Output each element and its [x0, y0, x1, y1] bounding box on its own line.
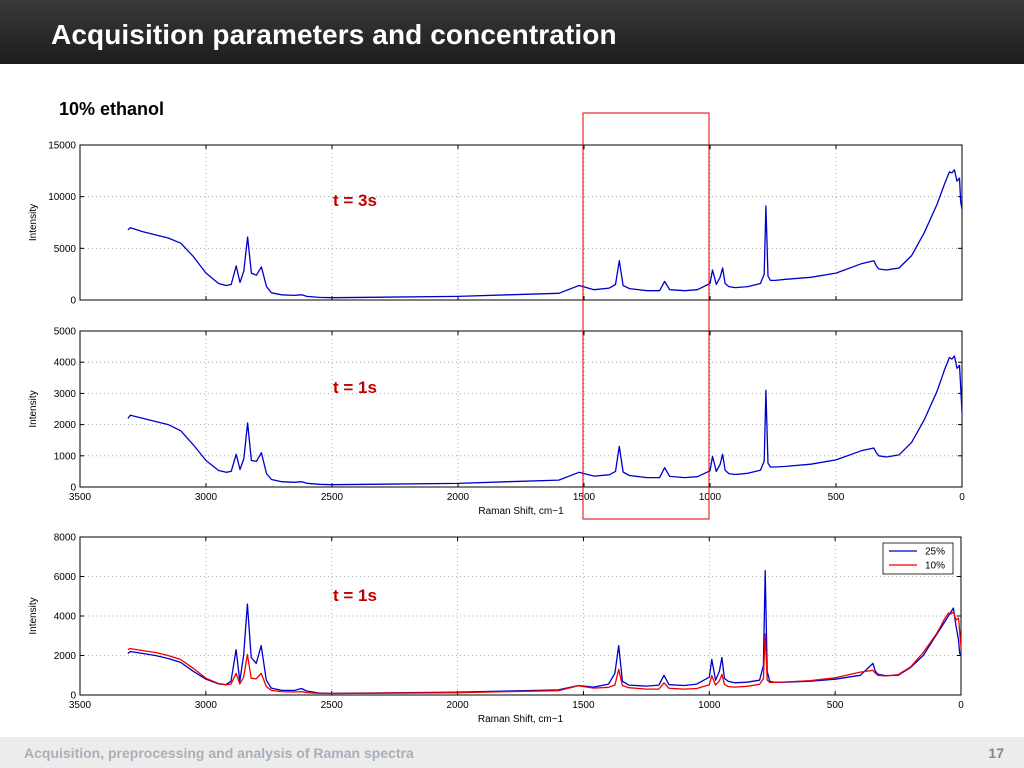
y-tick-label: 0 [70, 296, 76, 307]
y-axis-label: Intensity [28, 597, 39, 634]
series-line-25pct [127, 569, 962, 695]
annotation-label: t = 1s [333, 586, 377, 605]
annotation-label: t = 3s [333, 191, 377, 210]
y-tick-label: 0 [70, 483, 76, 494]
x-tick-label: 3000 [195, 492, 218, 503]
legend-box [882, 542, 954, 575]
slide-title: Acquisition parameters and concentration [51, 19, 617, 50]
y-tick-label: 0 [70, 691, 76, 702]
footer-text: Acquisition, preprocessing and analysis … [24, 745, 414, 761]
legend-label: 10% [925, 561, 945, 572]
y-tick-label: 3000 [54, 389, 77, 400]
y-tick-label: 4000 [54, 358, 77, 369]
annotation-label: t = 1s [333, 378, 377, 397]
slide-subtitle: 10% ethanol [59, 99, 165, 119]
series-line-0 [127, 169, 963, 299]
x-tick-label: 2000 [447, 492, 470, 503]
x-tick-label: 3500 [69, 492, 92, 503]
y-tick-label: 6000 [54, 572, 77, 583]
y-axis-label: Intensity [28, 390, 39, 427]
x-tick-label: 1000 [698, 700, 721, 711]
x-tick-label: 0 [959, 492, 965, 503]
y-tick-label: 4000 [54, 612, 77, 623]
x-tick-label: 500 [828, 492, 845, 503]
y-axis-label: Intensity [28, 204, 39, 241]
x-tick-label: 0 [958, 700, 964, 711]
series-line-10pct [127, 611, 962, 695]
plot-frame [79, 330, 963, 488]
y-tick-label: 5000 [54, 244, 77, 255]
y-tick-label: 10000 [48, 192, 76, 203]
x-tick-label: 2500 [321, 700, 344, 711]
x-tick-label: 1500 [573, 492, 596, 503]
x-tick-label: 3000 [195, 700, 218, 711]
series-line-0 [127, 355, 963, 486]
y-tick-label: 2000 [54, 651, 77, 662]
x-axis-label: Raman Shift, cm−1 [478, 714, 564, 725]
y-tick-label: 2000 [54, 420, 77, 431]
y-tick-label: 5000 [54, 327, 77, 338]
highlight-region-box [582, 112, 710, 520]
legend-label: 25% [925, 547, 945, 558]
x-tick-label: 2000 [446, 700, 469, 711]
x-axis-label: Raman Shift, cm−1 [478, 506, 564, 517]
x-tick-label: 3500 [69, 700, 92, 711]
slide-header: Acquisition parameters and concentration [0, 0, 1024, 64]
slide-footer: Acquisition, preprocessing and analysis … [0, 737, 1024, 768]
y-tick-label: 8000 [54, 533, 77, 544]
y-tick-label: 15000 [48, 141, 76, 152]
x-tick-label: 2500 [321, 492, 344, 503]
y-tick-label: 1000 [54, 451, 77, 462]
x-tick-label: 500 [827, 700, 844, 711]
x-tick-label: 1500 [572, 700, 595, 711]
plot-frame [79, 144, 963, 301]
page-number: 17 [988, 745, 1004, 761]
x-tick-label: 1000 [699, 492, 722, 503]
